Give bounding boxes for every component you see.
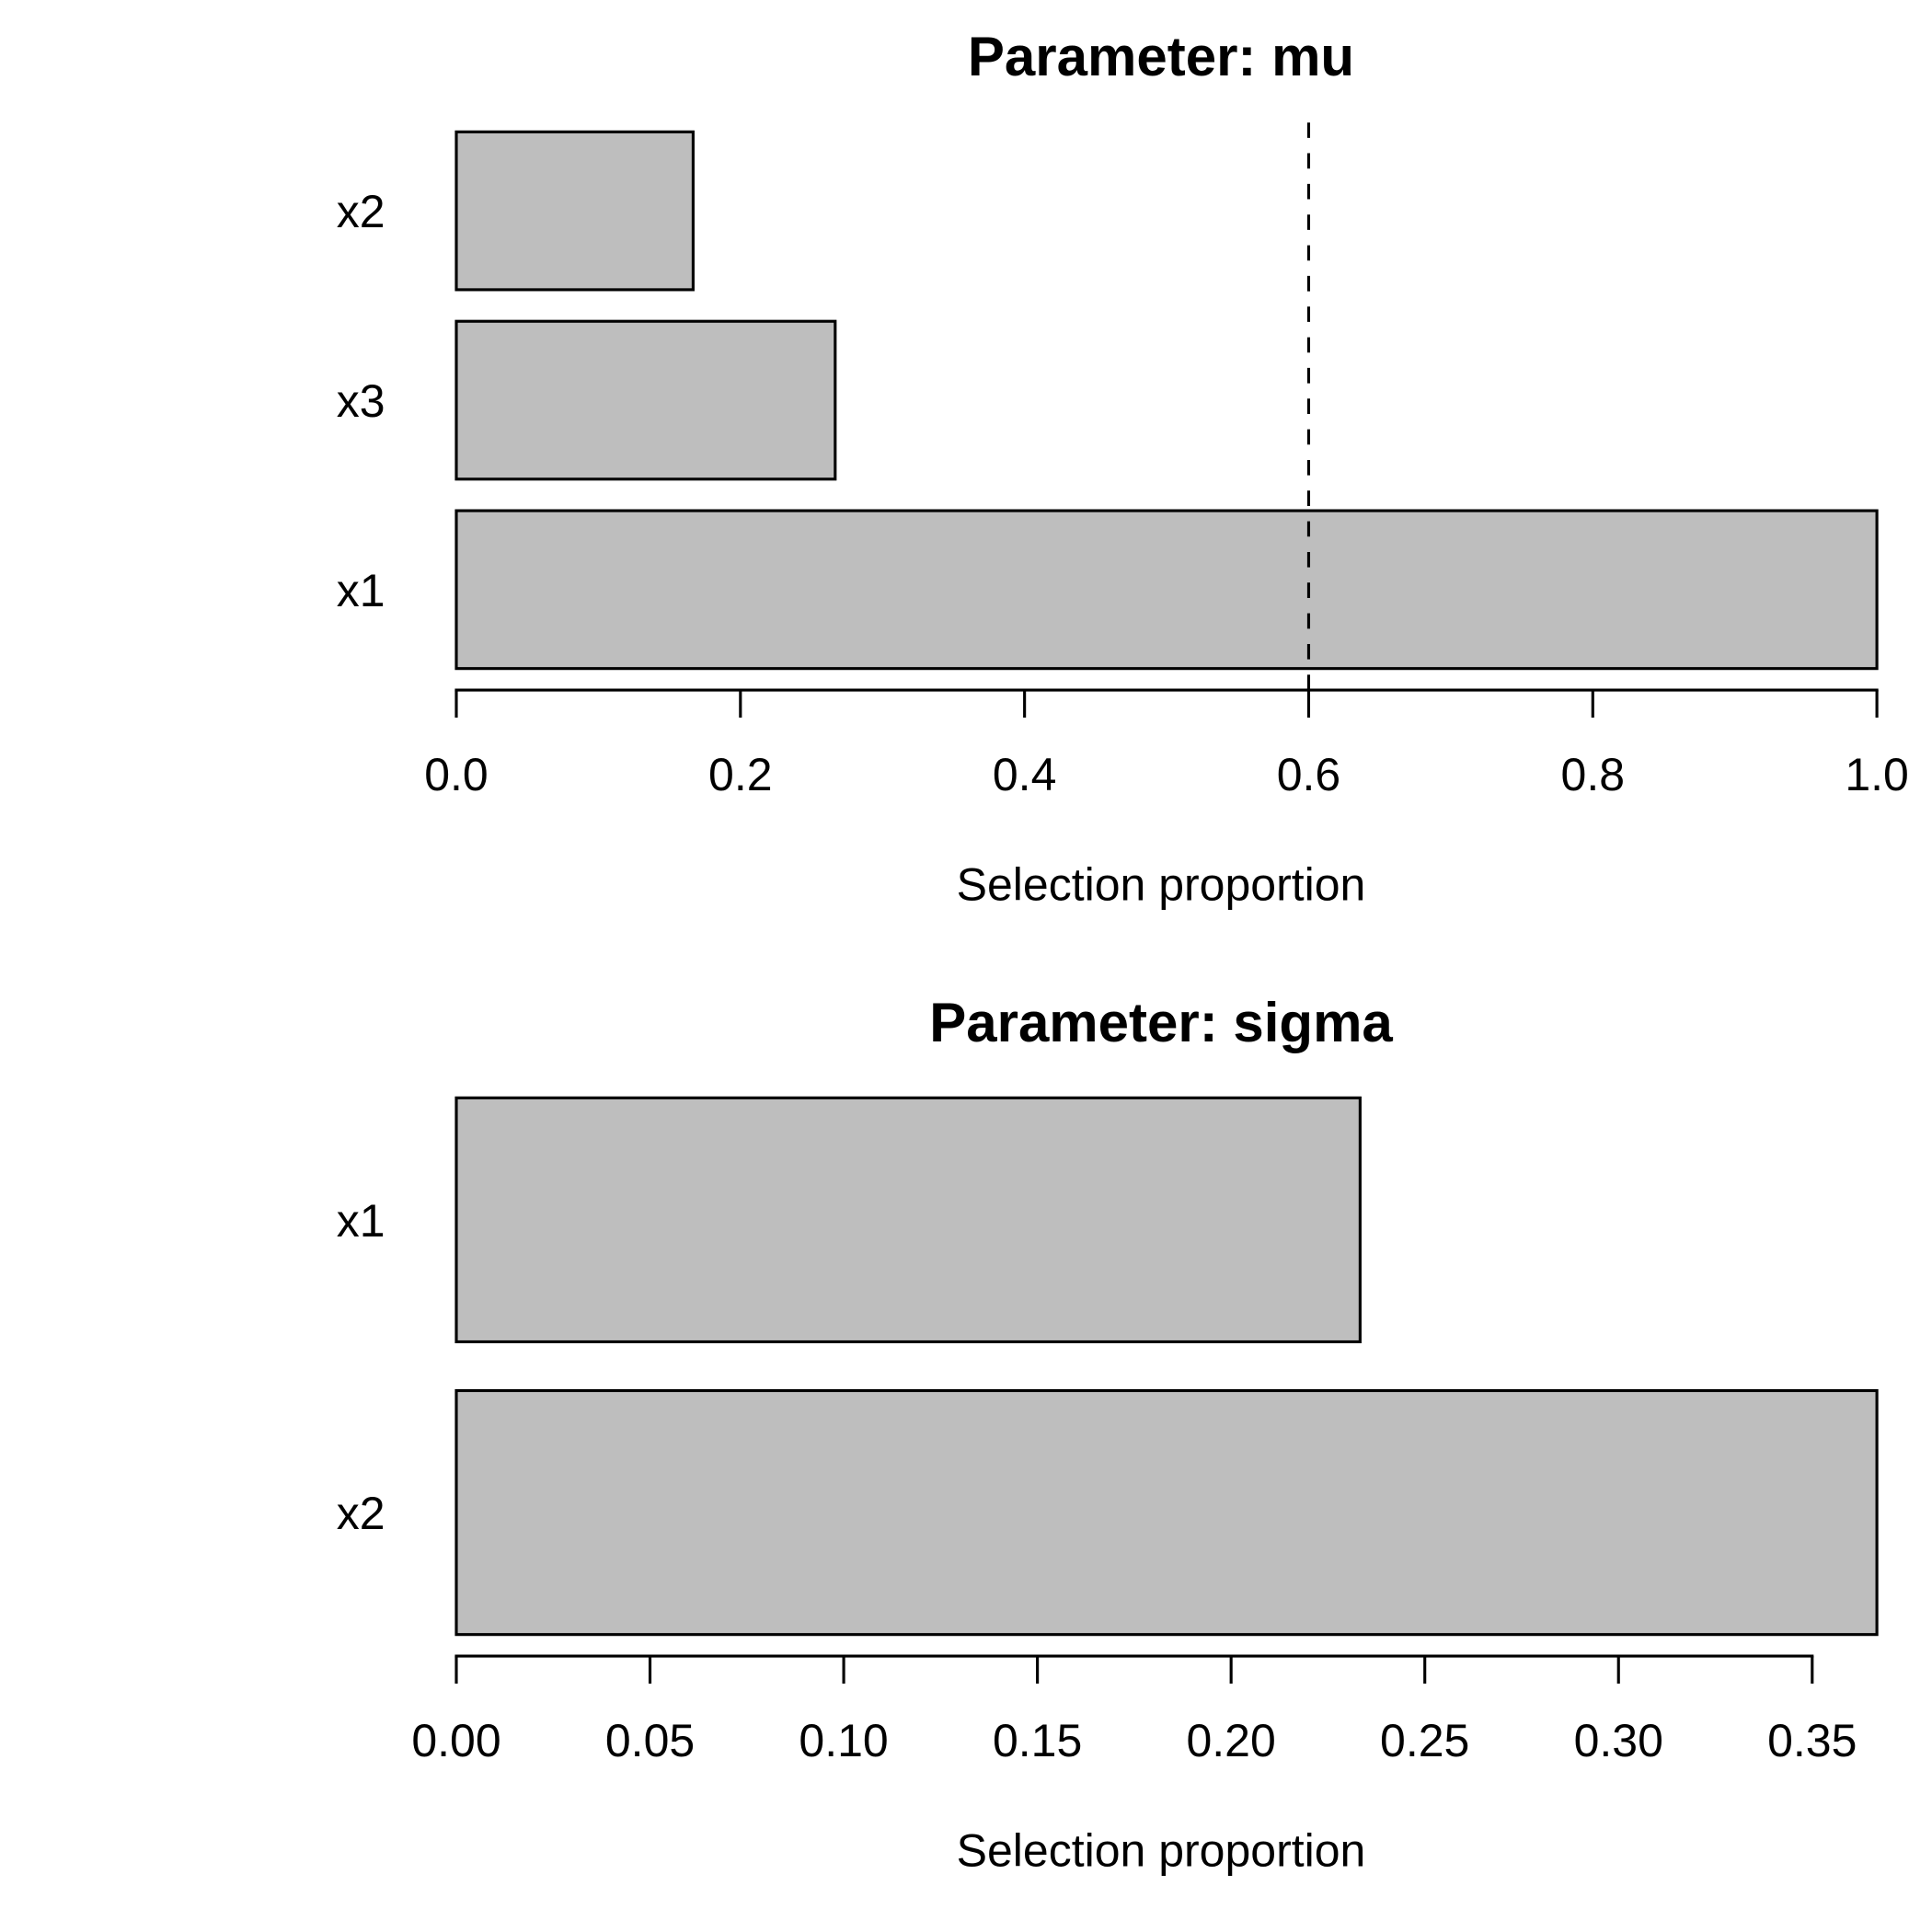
x-axis-tick-label: 0.30 [1574, 1715, 1663, 1766]
panel-sigma-x-axis: 0.00 0.05 0.10 0.15 0.20 0.25 0.30 0.35 [411, 1654, 1857, 1766]
category-label-x3: x3 [337, 375, 385, 427]
x-axis-tick-label: 1.0 [1845, 749, 1909, 800]
category-label-x2: x2 [337, 186, 385, 237]
x-axis-tick-label: 0.0 [424, 749, 489, 800]
category-label-x1: x1 [337, 1195, 385, 1247]
x-axis-tick-label: 0.8 [1561, 749, 1626, 800]
x-axis-tick-label: 0.10 [799, 1715, 888, 1766]
panel-mu-title: Parameter: mu [968, 26, 1354, 87]
category-label-x1: x1 [337, 565, 385, 616]
panel-sigma-title: Parameter: sigma [929, 992, 1393, 1053]
bar-x2 [454, 130, 695, 292]
x-axis-tick-label: 0.00 [411, 1715, 500, 1766]
x-axis-tick-label: 0.6 [1277, 749, 1341, 800]
panel-mu-bars [454, 130, 1879, 671]
panel-mu: Parameter: mu 0.0 0.2 0.4 0.6 0.8 1.0 x2x3x1 … [337, 26, 1909, 911]
x-axis-tick-label: 0.4 [993, 749, 1057, 800]
bar-x2 [454, 1388, 1879, 1637]
panel-sigma-category-labels: x1 x2 [337, 1195, 385, 1539]
panel-mu-xlabel: Selection proportion [957, 859, 1366, 911]
panel-mu-x-axis: 0.0 0.2 0.4 0.6 0.8 1.0 [424, 688, 1909, 800]
x-axis-tick-label: 0.20 [1186, 1715, 1275, 1766]
x-axis-tick-label: 0.2 [708, 749, 773, 800]
panel-sigma-xlabel: Selection proportion [957, 1825, 1366, 1877]
x-axis-tick-label: 0.25 [1380, 1715, 1469, 1766]
x-axis-tick-label: 0.05 [605, 1715, 695, 1766]
panel-mu-category-labels: x2 x3 x1 [337, 186, 385, 616]
bar-x1 [454, 1096, 1362, 1344]
category-label-x2: x2 [337, 1488, 385, 1539]
bar-x1 [454, 509, 1879, 671]
x-axis-tick-label: 0.15 [993, 1715, 1082, 1766]
panel-sigma-bars [454, 1096, 1879, 1637]
panel-sigma: Parameter: sigma 0.00 0.05 0.10 0.15 0.20 0.2… [337, 992, 1879, 1877]
bar-x3 [454, 319, 837, 481]
x-axis-tick-label: 0.35 [1767, 1715, 1857, 1766]
